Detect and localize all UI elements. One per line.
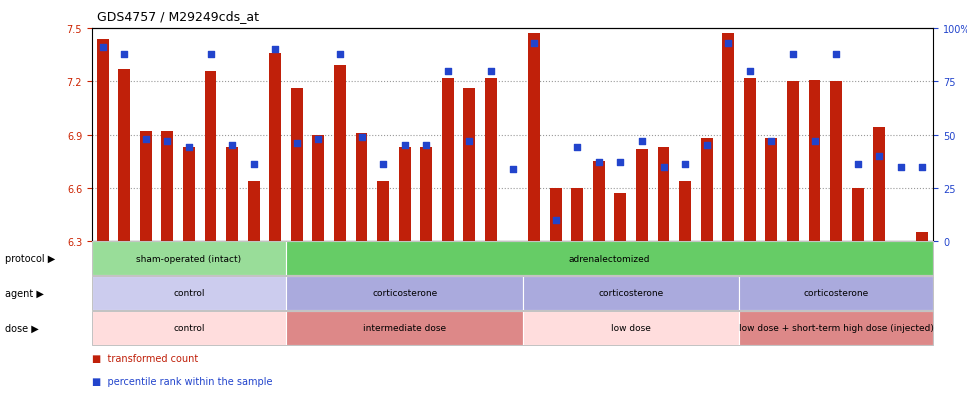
Bar xyxy=(852,188,864,242)
Point xyxy=(894,164,909,171)
Point xyxy=(742,68,757,75)
Point xyxy=(396,142,412,149)
Point xyxy=(375,162,391,169)
Point xyxy=(613,159,629,166)
Point xyxy=(570,145,585,151)
Bar xyxy=(766,139,777,242)
Bar xyxy=(442,78,454,242)
Text: corticosterone: corticosterone xyxy=(804,289,868,298)
Bar xyxy=(205,71,217,242)
Bar xyxy=(549,188,562,242)
Point xyxy=(440,68,455,75)
Point xyxy=(310,136,326,143)
Bar xyxy=(507,242,518,373)
Point xyxy=(419,142,434,149)
Point xyxy=(677,162,692,169)
Bar xyxy=(571,188,583,242)
Bar xyxy=(377,181,389,242)
Bar xyxy=(291,89,303,242)
Text: ■  percentile rank within the sample: ■ percentile rank within the sample xyxy=(92,376,273,386)
Text: GDS4757 / M29249cds_at: GDS4757 / M29249cds_at xyxy=(97,10,259,23)
Bar xyxy=(398,148,411,242)
Bar xyxy=(312,135,324,242)
Bar xyxy=(744,78,756,242)
Point xyxy=(806,138,822,145)
Point xyxy=(461,138,477,145)
Bar xyxy=(787,82,799,242)
Bar xyxy=(97,40,108,242)
Point xyxy=(246,162,261,169)
Bar xyxy=(183,148,195,242)
Bar xyxy=(658,148,669,242)
Text: adrenalectomized: adrenalectomized xyxy=(569,254,651,263)
Bar xyxy=(269,54,281,242)
Text: agent ▶: agent ▶ xyxy=(5,288,44,298)
Point xyxy=(224,142,240,149)
Point xyxy=(181,145,196,151)
Bar xyxy=(421,148,432,242)
Bar xyxy=(248,181,259,242)
Text: sham-operated (intact): sham-operated (intact) xyxy=(136,254,242,263)
Point xyxy=(138,136,154,143)
Point xyxy=(289,140,305,147)
Point xyxy=(95,45,110,51)
Point xyxy=(764,138,779,145)
Bar xyxy=(917,233,928,242)
Bar xyxy=(701,139,713,242)
Bar xyxy=(118,70,131,242)
Text: corticosterone: corticosterone xyxy=(372,289,437,298)
Point xyxy=(354,134,369,141)
Point xyxy=(526,40,542,47)
Point xyxy=(333,51,348,58)
Text: intermediate dose: intermediate dose xyxy=(363,323,446,332)
Bar xyxy=(463,89,476,242)
Bar xyxy=(161,132,173,242)
Text: ■  transformed count: ■ transformed count xyxy=(92,353,198,363)
Bar xyxy=(528,34,540,242)
Bar xyxy=(830,82,842,242)
Point xyxy=(634,138,650,145)
Bar xyxy=(636,150,648,242)
Bar xyxy=(334,66,346,242)
Bar xyxy=(808,80,820,242)
Bar xyxy=(873,128,885,242)
Point xyxy=(548,217,564,224)
Bar xyxy=(485,78,497,242)
Bar xyxy=(593,162,604,242)
Point xyxy=(505,166,520,173)
Point xyxy=(484,68,499,75)
Point xyxy=(720,40,736,47)
Text: low dose: low dose xyxy=(611,323,651,332)
Point xyxy=(699,142,715,149)
Text: corticosterone: corticosterone xyxy=(599,289,663,298)
Point xyxy=(116,51,132,58)
Bar xyxy=(679,181,691,242)
Text: control: control xyxy=(173,289,205,298)
Bar xyxy=(894,242,907,383)
Point xyxy=(850,162,865,169)
Bar xyxy=(226,148,238,242)
Point xyxy=(591,159,606,166)
Point xyxy=(160,138,175,145)
Point xyxy=(785,51,801,58)
Text: low dose + short-term high dose (injected): low dose + short-term high dose (injecte… xyxy=(739,323,933,332)
Bar xyxy=(722,34,734,242)
Point xyxy=(203,51,219,58)
Bar xyxy=(614,194,627,242)
Text: control: control xyxy=(173,323,205,332)
Text: protocol ▶: protocol ▶ xyxy=(5,254,55,263)
Point xyxy=(915,164,930,171)
Bar xyxy=(356,133,367,242)
Point xyxy=(871,153,887,160)
Text: dose ▶: dose ▶ xyxy=(5,323,39,333)
Point xyxy=(656,164,671,171)
Point xyxy=(268,47,283,53)
Point xyxy=(829,51,844,58)
Bar xyxy=(140,132,152,242)
